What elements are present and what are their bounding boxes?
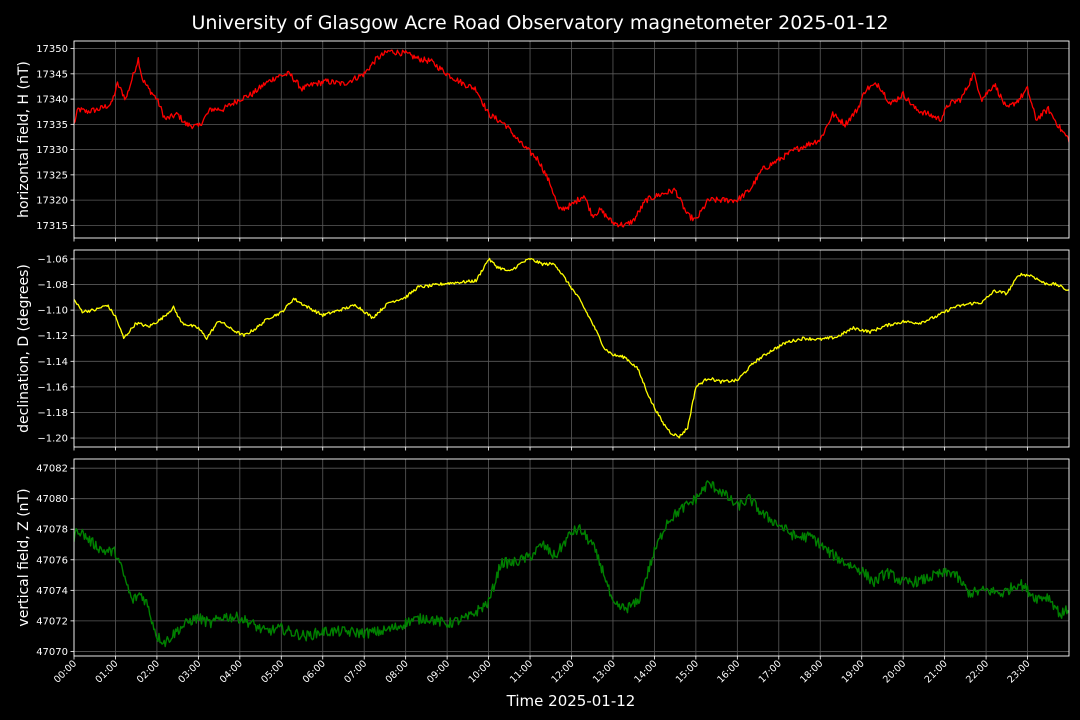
x-axis-label: Time 2025-01-12 — [506, 692, 636, 710]
y-tick-label: 47078 — [36, 525, 68, 536]
panel-2: −1.20 −1.18 −1.16 −1.14 −1.12 −1.10 −1.08 −1.06… — [16, 249, 1070, 451]
y-tick-label: 17325 — [36, 170, 68, 181]
y-tick-label: 17320 — [36, 196, 68, 207]
series-line-3 — [74, 480, 1069, 648]
y-tick-label: −1.18 — [37, 408, 68, 419]
panel-frame — [73, 40, 1070, 239]
y-tick-label: 17345 — [36, 69, 68, 80]
panel-3: 47070 47072 47074 47076 47078 47080 47082 verti… — [16, 458, 1070, 660]
series-line-1 — [74, 49, 1069, 228]
y-tick-label: −1.14 — [37, 357, 68, 368]
y-tick-label: 47072 — [36, 616, 68, 627]
y-tick-label: 17350 — [36, 44, 68, 55]
y-tick-label: −1.10 — [37, 306, 68, 317]
y-tick-label: −1.20 — [37, 434, 68, 445]
y-tick-label: 47076 — [36, 555, 68, 566]
panel-frame — [73, 249, 1070, 448]
chart-title: University of Glasgow Acre Road Observat… — [191, 12, 888, 34]
panel-1: 17315 17320 17325 17330 17335 17340 17345 17350… — [16, 40, 1070, 242]
y-axis-label: declination, D (degrees) — [16, 264, 32, 433]
y-axis-label: horizontal field, H (nT) — [16, 61, 32, 218]
y-tick-label: 47070 — [36, 647, 68, 658]
y-tick-label: 17315 — [36, 221, 68, 232]
panel-frame — [73, 458, 1070, 657]
y-axis-label: vertical field, Z (nT) — [16, 488, 32, 626]
chart-panels: 17315 17320 17325 17330 17335 17340 17345 17350… — [16, 40, 1070, 660]
y-tick-label: 17335 — [36, 120, 68, 131]
y-tick-label: −1.08 — [37, 280, 68, 291]
y-tick-label: 47074 — [36, 586, 68, 597]
y-tick-label: 47080 — [36, 494, 68, 505]
y-tick-label: 47082 — [36, 464, 68, 475]
y-tick-label: 17340 — [36, 95, 68, 106]
y-tick-label: −1.16 — [37, 382, 68, 393]
y-tick-label: −1.06 — [37, 254, 68, 265]
y-tick-label: −1.12 — [37, 331, 68, 342]
y-tick-label: 17330 — [36, 145, 68, 156]
series-line-2 — [74, 257, 1069, 439]
